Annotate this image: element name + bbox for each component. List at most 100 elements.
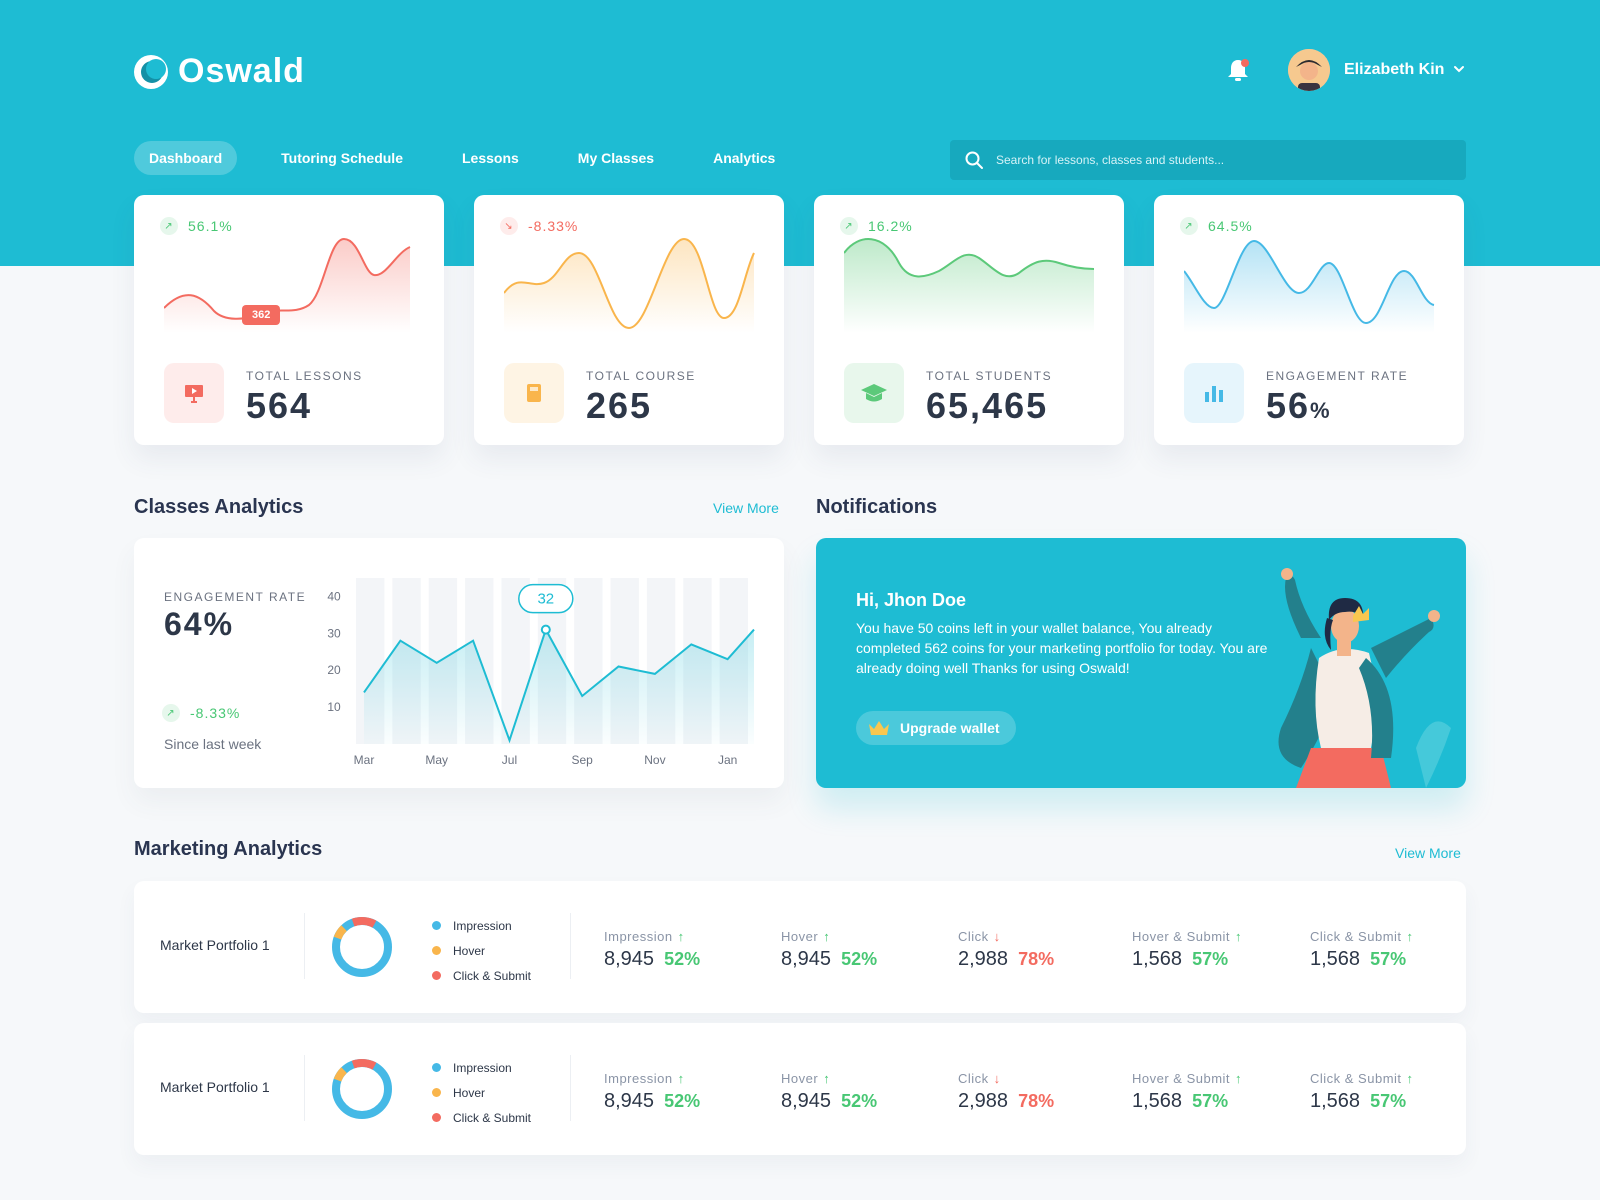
tab-my-classes[interactable]: My Classes bbox=[577, 150, 655, 166]
stat-card-students[interactable]: ↗ 16.2% TOTAL STUDENTS 65,465 bbox=[814, 195, 1124, 445]
presentation-icon bbox=[164, 363, 224, 423]
ca-since: Since last week bbox=[164, 736, 262, 752]
chart-highlight-point bbox=[540, 624, 551, 635]
metric-percent: 57% bbox=[1370, 1091, 1407, 1111]
stat-label: TOTAL COURSE bbox=[586, 369, 696, 383]
tab-dashboard[interactable]: Dashboard bbox=[134, 141, 238, 175]
divider bbox=[304, 1055, 305, 1121]
legend-dot bbox=[432, 946, 441, 955]
marketing-row[interactable]: Market Portfolio 1 Impression Hover Clic… bbox=[134, 881, 1466, 1013]
marketing-row[interactable]: Market Portfolio 1 Impression Hover Clic… bbox=[134, 1023, 1466, 1155]
arrow-up-icon: ↑ bbox=[1235, 1071, 1243, 1086]
x-tick-label: Nov bbox=[644, 753, 665, 767]
metric-label: Hover & Submit bbox=[1132, 1071, 1231, 1086]
metric-hover-submit: Hover & Submit ↑ 1,568 57% bbox=[1132, 1071, 1242, 1113]
metric-label: Click & Submit bbox=[1310, 1071, 1402, 1086]
metric-click: Click ↓ 2,988 78% bbox=[958, 1071, 1054, 1113]
view-more-link[interactable]: View More bbox=[1395, 845, 1461, 861]
section-title-marketing: Marketing Analytics bbox=[134, 838, 323, 860]
arrow-up-icon: ↑ bbox=[1406, 1071, 1414, 1086]
donut-chart bbox=[332, 917, 392, 977]
chart-area bbox=[364, 629, 754, 744]
search-input[interactable] bbox=[996, 153, 1436, 167]
x-tick-label: May bbox=[425, 753, 448, 767]
metric-label: Impression bbox=[604, 1071, 673, 1086]
metric-value: 8,945 bbox=[604, 1090, 655, 1112]
legend-label: Hover bbox=[453, 943, 486, 958]
arrow-up-icon: ↑ bbox=[1406, 929, 1414, 944]
y-tick-label: 10 bbox=[327, 700, 341, 714]
section-title-classes: Classes Analytics bbox=[134, 496, 304, 518]
y-tick-label: 20 bbox=[327, 663, 341, 677]
stat-label: TOTAL LESSONS bbox=[246, 369, 363, 383]
arrow-down-icon: ↓ bbox=[993, 929, 1001, 944]
crown-icon bbox=[869, 721, 889, 735]
metric-label: Hover bbox=[781, 929, 819, 944]
legend-label: Click & Submit bbox=[453, 1110, 532, 1125]
avatar[interactable] bbox=[1288, 49, 1330, 91]
metric-percent: 57% bbox=[1192, 949, 1229, 969]
legend: Impression Hover Click & Submit bbox=[432, 913, 531, 988]
metric-hover: Hover ↑ 8,945 52% bbox=[781, 1071, 877, 1113]
legend-label: Impression bbox=[453, 1060, 512, 1075]
chart-tooltip-bubble bbox=[518, 583, 574, 614]
stat-label: ENGAGEMENT RATE bbox=[1266, 369, 1409, 383]
section-title-notifications: Notifications bbox=[816, 496, 938, 518]
arrow-up-right-icon: ↗ bbox=[1180, 217, 1198, 235]
metric-impression: Impression ↑ 8,945 52% bbox=[604, 929, 700, 971]
tab-tutoring-schedule[interactable]: Tutoring Schedule bbox=[281, 150, 403, 166]
x-tick-label: Sep bbox=[572, 753, 594, 767]
top-bar: Oswald Elizabeth Kin bbox=[134, 48, 1466, 94]
metric-percent: 52% bbox=[841, 949, 878, 969]
metric-click-submit: Click & Submit ↑ 1,568 57% bbox=[1310, 1071, 1414, 1113]
chart-tooltip: 362 bbox=[242, 305, 281, 325]
stat-card-engagement[interactable]: ↗ 64.5% ENGAGEMENT RATE 56% bbox=[1154, 195, 1464, 445]
portfolio-name: Market Portfolio 1 bbox=[160, 937, 270, 953]
y-tick-label: 40 bbox=[327, 589, 341, 603]
search-icon bbox=[965, 151, 983, 169]
metric-percent: 78% bbox=[1018, 949, 1055, 969]
metric-label: Click & Submit bbox=[1310, 929, 1402, 944]
metric-value: 8,945 bbox=[604, 948, 655, 970]
stat-card-lessons[interactable]: ↗ 56.1% 362 TOTAL LESSONS 564 bbox=[134, 195, 444, 445]
arrow-up-icon: ↑ bbox=[823, 929, 831, 944]
stat-delta: 56.1% bbox=[188, 218, 233, 234]
metric-label: Impression bbox=[604, 929, 673, 944]
x-tick-label: Jul bbox=[502, 753, 517, 767]
metric-hover-submit: Hover & Submit ↑ 1,568 57% bbox=[1132, 929, 1242, 971]
arrow-up-right-icon: ↗ bbox=[840, 217, 858, 235]
metric-percent: 78% bbox=[1018, 1091, 1055, 1111]
upgrade-wallet-button[interactable]: Upgrade wallet bbox=[856, 711, 1016, 745]
logo-icon bbox=[134, 54, 168, 89]
bell-icon[interactable] bbox=[1224, 56, 1252, 84]
legend-dot bbox=[432, 1088, 441, 1097]
donut-chart bbox=[332, 1059, 392, 1119]
metric-percent: 52% bbox=[664, 1091, 701, 1111]
metric-value: 1,568 bbox=[1310, 948, 1361, 970]
legend-dot bbox=[432, 1063, 441, 1072]
legend-dot bbox=[432, 921, 441, 930]
tab-analytics[interactable]: Analytics bbox=[713, 150, 776, 166]
arrow-down-icon: ↓ bbox=[993, 1071, 1001, 1086]
sparkline-chart bbox=[844, 238, 1095, 333]
logo[interactable]: Oswald bbox=[134, 52, 305, 91]
metric-value: 8,945 bbox=[781, 1090, 832, 1112]
arrow-up-icon: ↑ bbox=[677, 929, 685, 944]
view-more-link[interactable]: View More bbox=[713, 500, 779, 516]
metric-value: 8,945 bbox=[781, 948, 832, 970]
chevron-down-icon[interactable] bbox=[1452, 62, 1466, 76]
book-icon bbox=[504, 363, 564, 423]
metric-label: Click bbox=[958, 1071, 989, 1086]
y-tick-label: 30 bbox=[327, 626, 341, 640]
search-bar bbox=[950, 140, 1466, 180]
arrow-up-icon: ↑ bbox=[677, 1071, 685, 1086]
metric-percent: 57% bbox=[1370, 949, 1407, 969]
tab-lessons[interactable]: Lessons bbox=[461, 150, 519, 166]
stat-card-course[interactable]: ↘ -8.33% TOTAL COURSE 265 bbox=[474, 195, 784, 445]
sparkline-chart bbox=[164, 237, 411, 333]
sparkline-chart bbox=[504, 237, 755, 333]
metric-label: Click bbox=[958, 929, 989, 944]
metric-value: 1,568 bbox=[1132, 948, 1183, 970]
stat-label: TOTAL STUDENTS bbox=[926, 369, 1053, 383]
user-name[interactable]: Elizabeth Kin bbox=[1344, 61, 1445, 78]
